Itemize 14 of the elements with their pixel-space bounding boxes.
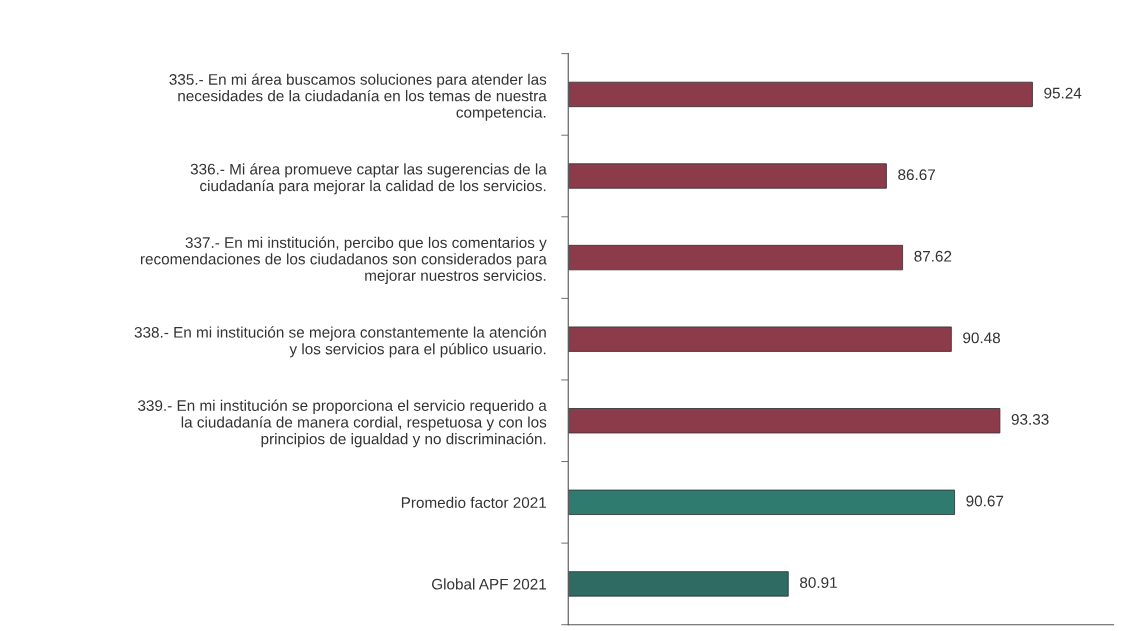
y-tick-label: 338.- En mi institución se mejora constantemente la atención y los servicios para el público usuario. [134, 326, 546, 358]
data-label: 86.67 [898, 169, 935, 181]
data-label: 93.33 [1011, 414, 1049, 425]
y-tick-label: Promedio factor 2021 [401, 496, 546, 509]
y-tick-label: 337.- En mi institución, percibo que los comentarios y recomendaciones de los ciudadanos son considerados para mejorar nuestros servicios. [140, 236, 547, 284]
data-label: 87.62 [914, 250, 952, 262]
y-tick-label: Global APF 2021 [432, 578, 546, 590]
data-label: 80.91 [800, 577, 837, 588]
data-label: 95.24 [1044, 87, 1082, 99]
y-tick-label: 336.- Mi área promueve captar las sugerencias de la ciudadanía para mejorar la calidad de los servicios. [190, 163, 547, 195]
y-tick-label: 335.- En mi área buscamos soluciones para atender las necesidades de la ciudadanía en los temas de nuestra competencia. [169, 73, 547, 121]
y-tick-label: 339.- En mi institución se proporciona el servicio requerido a la ciudadanía de manera cordial, respetuosa y con los principios de igualdad y no discriminación. [138, 399, 547, 448]
data-label: 90.48 [963, 332, 1001, 344]
data-label: 90.67 [966, 495, 1004, 507]
